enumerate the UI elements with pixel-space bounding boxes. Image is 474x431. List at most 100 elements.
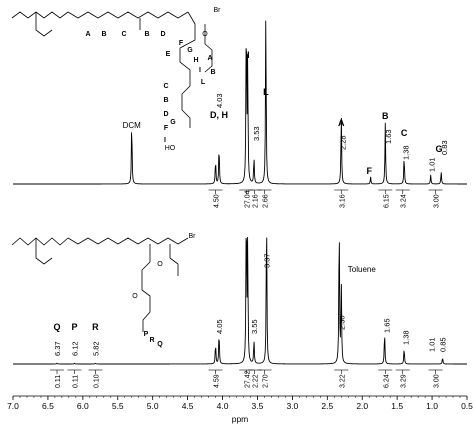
top-structure-label: A [85, 31, 90, 38]
bottom-integral-label: 2.70 [262, 374, 269, 388]
top-annotation: DCM [123, 121, 142, 130]
top-integral-label: 3.24 [401, 194, 408, 208]
bottom-integral-label: 3.00 [434, 374, 441, 388]
x-tick-label: 3.5 [252, 401, 264, 411]
top-structure-label: HO [165, 145, 176, 152]
top-structure-label: F [179, 40, 184, 47]
bottom-peak-value: 1.65 [383, 318, 392, 333]
top-peak-value: 3.53 [252, 126, 261, 141]
bottom-peak-value: 2.30 [337, 315, 346, 330]
x-tick-label: 1.5 [391, 401, 403, 411]
top-peak-value: 1.38 [402, 145, 411, 160]
top-annotation: A [338, 118, 345, 128]
bottom-spectrum-line [13, 236, 467, 365]
top-side-chain [179, 11, 196, 128]
top-main-chain [67, 11, 189, 19]
top-structure-label: I [164, 137, 166, 144]
bottom-peak-value: 6.37 [53, 341, 62, 356]
top-peak-value: 1.63 [384, 129, 393, 144]
top-annotation: F [366, 166, 372, 176]
top-structure-label: E [166, 51, 171, 58]
x-tick-label: 2.5 [321, 401, 333, 411]
bottom-annotation: R [92, 322, 99, 332]
bottom-structure-label: Q [157, 341, 163, 348]
top-annotation: C [401, 128, 408, 138]
bottom-integral-label: 3.29 [401, 374, 408, 388]
x-tick-label: 7.0 [7, 401, 19, 411]
top-structure-label: G [170, 119, 176, 126]
top-structure-label: C [163, 83, 168, 90]
top-integral-label: 4.50 [214, 194, 221, 208]
top-annotation: I [247, 50, 250, 60]
top-structure-label: I [199, 67, 201, 74]
top-structure-label: A [207, 55, 212, 62]
top-spectrum-line [13, 20, 467, 185]
top-structure-label: B [144, 31, 149, 38]
top-peak-value: 1.01 [427, 157, 436, 172]
x-tick-label: 5.0 [147, 401, 159, 411]
x-axis: 7.0 6.5 6.0 5.5 5.0 4.5 4.0 3.5 3.0 2.5 2.0 1.5 1.0 0… [7, 395, 473, 424]
bottom-annotation-toluene: Toluene [348, 265, 377, 274]
x-tick-label: 3.0 [286, 401, 298, 411]
bottom-peak-value: 6.12 [70, 341, 79, 356]
top-structure-label: F [164, 125, 169, 132]
bottom-integral-label: 27.42 [244, 370, 251, 388]
top-annotation: L [263, 87, 269, 97]
bottom-core-bonds [11, 237, 69, 246]
bottom-peak-value: 5.82 [91, 341, 100, 356]
bottom-structure-label: Br [189, 233, 197, 240]
bottom-integral-label: 0.11 [55, 375, 62, 388]
top-annotation: D, H [210, 110, 228, 120]
bottom-main-chain [67, 237, 189, 245]
x-tick-label: 4.0 [217, 401, 229, 411]
top-peak-value: 4.03 [215, 93, 224, 108]
bottom-peak-value: 3.55 [250, 319, 259, 334]
top-core-branch [35, 12, 53, 37]
x-tick-label: 0.5 [461, 401, 473, 411]
x-tick-label: 2.0 [356, 401, 368, 411]
top-structure-label: B [163, 97, 168, 104]
bottom-peak-value: 0.85 [439, 337, 448, 352]
bottom-integral-label: 0.11 [72, 375, 79, 388]
bottom-side-chain-2 [169, 244, 179, 276]
top-integral-label: 3.16 [339, 194, 346, 208]
top-structure-label: D [163, 111, 168, 118]
top-annotation: G [436, 144, 443, 154]
top-integral-label: 6.15 [383, 194, 390, 208]
top-peak-value: 0.83 [440, 140, 449, 155]
top-side-chain-2 [204, 24, 213, 73]
top-structure-label: D [160, 31, 165, 38]
bottom-annotation: Q [53, 322, 60, 332]
x-tick-label: 5.5 [112, 401, 124, 411]
bottom-annotation: P [71, 322, 77, 332]
top-structure-label: Br [214, 7, 222, 14]
top-peak-value: 2.28 [339, 135, 348, 150]
x-tick-label: 4.5 [182, 401, 194, 411]
top-structure-label: C [121, 31, 126, 38]
top-integral-label: 27.04 [244, 190, 251, 208]
top-integral-label: 3.00 [434, 194, 441, 208]
top-structure-label: B [210, 69, 215, 76]
top-structure-label: B [101, 31, 106, 38]
bottom-peak-value: 3.37 [263, 253, 272, 268]
x-tick-label: 6.5 [42, 401, 54, 411]
x-tick-label: 1.0 [426, 401, 438, 411]
bottom-side-chain [141, 244, 151, 332]
bottom-structure-label: P [144, 331, 149, 338]
bottom-core-branch [35, 238, 53, 265]
x-tick-label: 6.0 [77, 401, 89, 411]
top-integral-label: 2.16 [253, 194, 260, 208]
bottom-structure-label: R [149, 337, 154, 344]
bottom-integral-label: 0.10 [93, 374, 100, 388]
top-structure-label: L [201, 79, 206, 86]
bottom-peak-value: 4.05 [215, 319, 224, 334]
x-axis-title: ppm [232, 414, 249, 424]
bottom-integral-label: 4.59 [214, 374, 221, 388]
top-structure-label: G [187, 47, 193, 54]
top-integral-label: 2.66 [262, 194, 269, 208]
bottom-structure-label: O [132, 293, 138, 300]
